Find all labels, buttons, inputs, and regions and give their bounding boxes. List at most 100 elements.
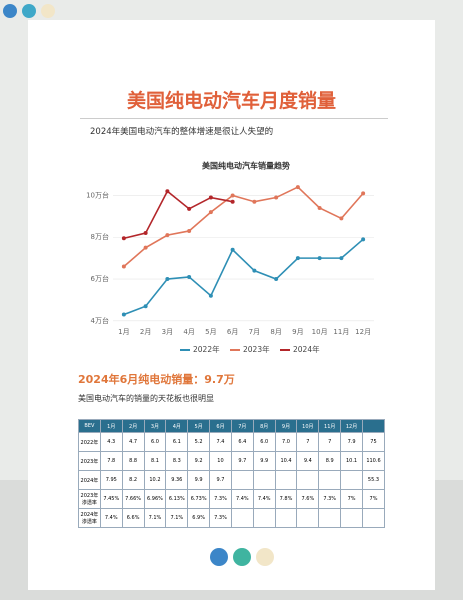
- point: [339, 216, 344, 221]
- cell: 10.1: [340, 451, 363, 471]
- point: [361, 191, 366, 196]
- cell: 9.9: [187, 470, 211, 490]
- header-cell: [361, 419, 386, 433]
- point: [317, 205, 322, 210]
- cell: 9.7: [230, 451, 254, 471]
- cell: 4.7: [121, 432, 145, 452]
- x-tick-label: 12月: [355, 328, 371, 336]
- row-label: 2024年: [78, 470, 101, 490]
- cell: 55.3: [361, 470, 386, 490]
- chart-title: 美国纯电动汽车销量趋势: [202, 161, 290, 171]
- point: [187, 228, 192, 233]
- x-tick-label: 7月: [249, 328, 260, 336]
- point: [187, 206, 192, 211]
- header-cell: 8月: [252, 419, 276, 433]
- header-cell: 11月: [318, 419, 342, 433]
- point: [143, 231, 148, 236]
- header-cell: BEV: [78, 419, 101, 433]
- cell: 7.8: [99, 451, 123, 471]
- point: [295, 185, 300, 190]
- point: [121, 236, 126, 241]
- x-tick-label: 3月: [162, 328, 173, 336]
- divider: [80, 118, 388, 119]
- subtitle: 2024年美国电动汽车的整体增速是很让人失望的: [90, 127, 274, 137]
- header-cell: 1月: [99, 419, 123, 433]
- point: [274, 195, 279, 200]
- row-label: 2024年渗透率: [78, 508, 101, 528]
- header-cell: 12月: [340, 419, 363, 433]
- x-tick-label: 6月: [227, 328, 238, 336]
- cell: 6.1: [165, 432, 189, 452]
- cell: 10.4: [274, 451, 298, 471]
- cell: 7.3%: [209, 489, 232, 509]
- cell: 9.9: [252, 451, 276, 471]
- cell: 10.2: [143, 470, 167, 490]
- cell: 8.2: [121, 470, 145, 490]
- point: [274, 277, 279, 282]
- x-tick-label: 2月: [140, 328, 151, 336]
- cell: 7.4%: [99, 508, 123, 528]
- cell: [340, 470, 363, 490]
- point: [230, 193, 235, 198]
- header-cell: 3月: [143, 419, 167, 433]
- cell: 7.3%: [318, 489, 342, 509]
- x-tick-label: 4月: [183, 328, 194, 336]
- cell: [296, 470, 320, 490]
- cell: 9.36: [165, 470, 189, 490]
- y-tick-label: 6万台: [91, 274, 109, 283]
- cell: 5.2: [187, 432, 211, 452]
- cell: [318, 470, 342, 490]
- point: [143, 245, 148, 250]
- cell: [274, 508, 298, 528]
- icon: [210, 548, 228, 566]
- y-tick-label: 4万台: [91, 316, 109, 325]
- point: [121, 312, 126, 317]
- point: [165, 277, 170, 282]
- header-cell: 9月: [274, 419, 298, 433]
- cell: 6.13%: [165, 489, 189, 509]
- cell: 75: [361, 432, 386, 452]
- cell: 6.4: [230, 432, 254, 452]
- icon: [256, 548, 274, 566]
- cell: 10: [209, 451, 232, 471]
- row: 2023年 7.8 8.8 8.1 8.3 9.2 10 9.7 9.9 10.4 9.4 8.9 10…: [78, 451, 386, 471]
- cell: 7.0: [274, 432, 298, 452]
- cell: 6.0: [252, 432, 276, 452]
- cell: 7%: [361, 489, 386, 509]
- legend-label: 2023年: [243, 344, 270, 354]
- point: [295, 256, 300, 261]
- row: 2024年 7.95 8.2 10.2 9.36 9.9 9.7 55.3: [78, 470, 386, 490]
- row-label: 2023年: [78, 451, 101, 471]
- point: [208, 195, 213, 200]
- x-tick-label: 5月: [205, 328, 216, 336]
- cell: 8.8: [121, 451, 145, 471]
- point: [208, 210, 213, 215]
- line: [123, 186, 364, 268]
- point: [121, 264, 126, 269]
- table: BEV 1月 2月 3月 4月 5月 6月 7月 8月 9月 10月 11月 12月 2022年 4.3 4.…: [78, 419, 386, 528]
- cell: [252, 508, 276, 528]
- icon: [233, 548, 251, 566]
- cell: 7.3%: [209, 508, 232, 528]
- cell: 8.1: [143, 451, 167, 471]
- header-cell: 5月: [187, 419, 211, 433]
- header-cell: 2月: [121, 419, 145, 433]
- cell: [252, 470, 276, 490]
- cell: [340, 508, 363, 528]
- legend-label: 2024年: [293, 344, 320, 354]
- y-tick-label: 10万台: [86, 190, 109, 199]
- cell: 6.96%: [143, 489, 167, 509]
- cell: 7.66%: [121, 489, 145, 509]
- point: [317, 256, 322, 261]
- cell: [274, 470, 298, 490]
- cell: 9.7: [209, 470, 232, 490]
- cell: 6.9%: [187, 508, 211, 528]
- cell: [318, 508, 342, 528]
- section-heading: 2024年6月纯电动销量：9.7万: [78, 373, 235, 386]
- point: [187, 274, 192, 279]
- cell: 7.4%: [230, 489, 254, 509]
- cell: 7: [296, 432, 320, 452]
- cell: 7.95: [99, 470, 123, 490]
- cell: 6.6%: [121, 508, 145, 528]
